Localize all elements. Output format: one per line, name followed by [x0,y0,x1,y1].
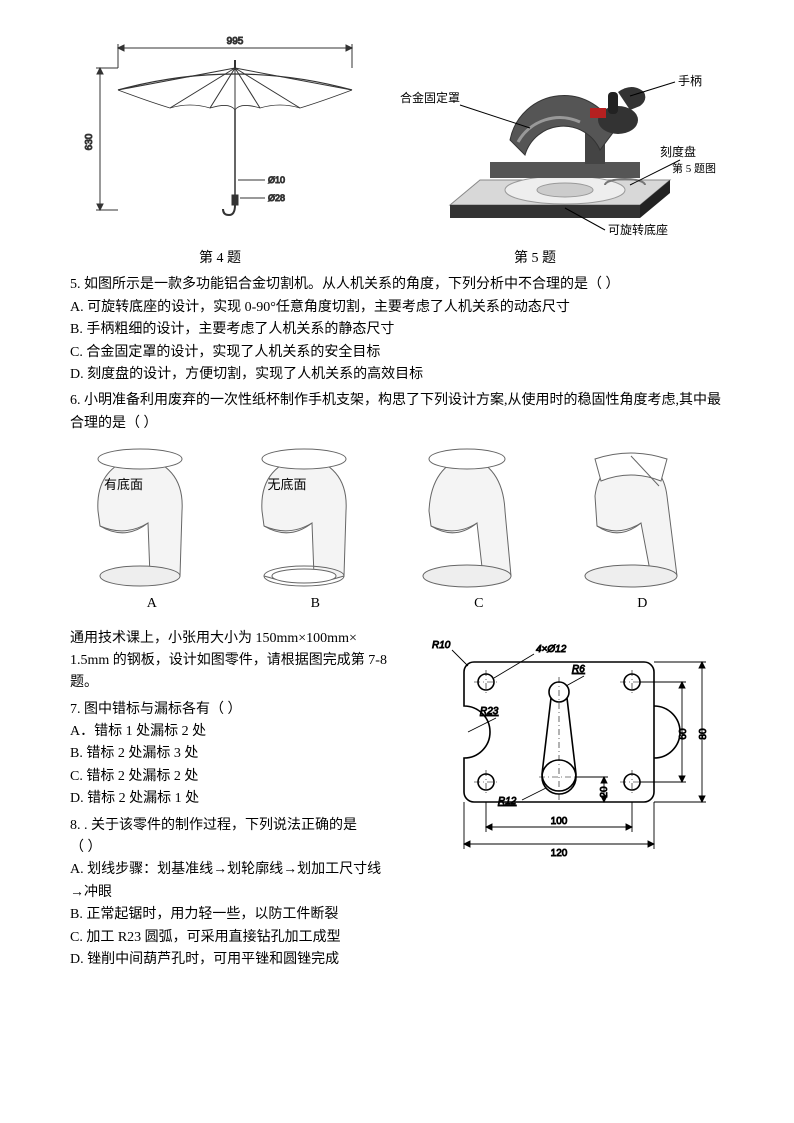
cup-A: 有底面 A [70,441,234,615]
cup-B-svg [234,441,374,591]
dim-100: 100 [551,816,568,827]
q6-stem: 6. 小明准备利用废弃的一次性纸杯制作手机支架，构思了下列设计方案,从使用时的稳… [70,390,724,435]
caption-5: 第 5 题 [370,248,700,270]
cup-D-label: D [561,593,725,615]
umbrella-svg: 995 630 [70,30,370,240]
cup-C: C [397,441,561,615]
dim-60: 60 [678,728,689,740]
dim-120: 120 [551,848,568,859]
q7-C: C. 错标 2 处漏标 2 处 [70,766,406,788]
q5-stem: 5. 如图所示是一款多功能铝合金切割机。从人机关系的角度，下列分析中不合理的是（… [70,274,724,296]
label-dial: 刻度盘 [660,144,696,159]
caption-row: 第 4 题 第 5 题 [70,248,724,270]
label-handle: 手柄 [678,74,702,88]
cup-A-annot: 有底面 [104,475,143,496]
dim-20: 20 [599,786,610,798]
dim-height: 630 [84,133,95,150]
q8-stem: 8. . 关于该零件的制作过程，下列说法正确的是 [70,815,406,837]
q78-intro-2: 1.5mm 的钢板，设计如图零件，请根据图完成第 7-8 [70,653,387,668]
cup-A-svg [70,441,210,591]
cup-C-svg [397,441,537,591]
question-5: 5. 如图所示是一款多功能铝合金切割机。从人机关系的角度，下列分析中不合理的是（… [70,274,724,386]
cup-D: D [561,441,725,615]
q8-A2: →冲眼 [70,882,406,904]
q78-intro-3: 题。 [70,675,98,690]
figure-row-top: 995 630 [70,30,724,240]
dim-R6: R6 [572,664,585,675]
q78-intro: 通用技术课上，小张用大小为 150mm×100mm× 1.5mm 的钢板，设计如… [70,628,406,695]
label-base: 可旋转底座 [608,222,668,237]
question-8: 8. . 关于该零件的制作过程，下列说法正确的是 （ ） A. 划线步骤：划基准… [70,815,406,972]
label-cover: 合金固定罩 [400,90,460,105]
question-7: 7. 图中错标与漏标各有（ ） A．错标 1 处漏标 2 处 B. 错标 2 处… [70,699,406,811]
dim-holes: 4×Ø12 [536,644,567,655]
cup-row: 有底面 A 无底面 B [70,441,724,615]
figure-part: R10 4×Ø12 R6 R23 R12 100 [424,622,724,972]
q5-B: B. 手柄粗细的设计，主要考虑了人机关系的静态尺寸 [70,319,724,341]
cup-D-svg [561,441,701,591]
q78-text-col: 通用技术课上，小张用大小为 150mm×100mm× 1.5mm 的钢板，设计如… [70,622,406,972]
q78-block: 通用技术课上，小张用大小为 150mm×100mm× 1.5mm 的钢板，设计如… [70,622,724,972]
q8-C: C. 加工 R23 圆弧，可采用直接钻孔加工成型 [70,927,406,949]
caption-4: 第 4 题 [70,248,370,270]
cup-B-label: B [234,593,398,615]
q7-A: A．错标 1 处漏标 2 处 [70,721,406,743]
question-6: 6. 小明准备利用废弃的一次性纸杯制作手机支架，构思了下列设计方案,从使用时的稳… [70,390,724,435]
dim-R12: R12 [498,796,517,807]
q8-B: B. 正常起锯时，用力轻一些，以防工件断裂 [70,904,406,926]
q7-D: D. 错标 2 处漏标 1 处 [70,788,406,810]
part-svg: R10 4×Ø12 R6 R23 R12 100 [424,622,724,872]
label-side: 第 5 题图 [672,161,716,175]
q8-D: D. 锉削中间葫芦孔时，可用平锉和圆锉完成 [70,949,406,971]
figure-umbrella: 995 630 [70,30,370,240]
figure-saw: 合金固定罩 手柄 刻度盘 第 5 题图 可旋转底座 [390,30,720,240]
dim-80: 80 [698,728,709,740]
cup-B: 无底面 B [234,441,398,615]
q5-A: A. 可旋转底座的设计，实现 0-90°任意角度切割，主要考虑了人机关系的动态尺… [70,297,724,319]
q5-C: C. 合金固定罩的设计，实现了人机关系的安全目标 [70,342,724,364]
q7-stem: 7. 图中错标与漏标各有（ ） [70,699,406,721]
dim-d1: Ø10 [268,175,285,185]
cup-A-label: A [70,593,234,615]
cup-C-label: C [397,593,561,615]
dim-R23: R23 [480,706,499,717]
q8-A: A. 划线步骤：划基准线→划轮廓线→划加工尺寸线 [70,859,406,881]
saw-svg: 合金固定罩 手柄 刻度盘 第 5 题图 可旋转底座 [390,30,720,240]
dim-d2: Ø28 [268,193,285,203]
cup-B-annot: 无底面 [268,475,307,496]
q78-intro-1: 通用技术课上，小张用大小为 150mm×100mm× [70,631,357,646]
q7-B: B. 错标 2 处漏标 3 处 [70,743,406,765]
dim-width: 995 [227,36,244,47]
q5-D: D. 刻度盘的设计，方便切割，实现了人机关系的高效目标 [70,364,724,386]
q8-stem2: （ ） [70,837,406,859]
dim-R10: R10 [432,640,451,651]
